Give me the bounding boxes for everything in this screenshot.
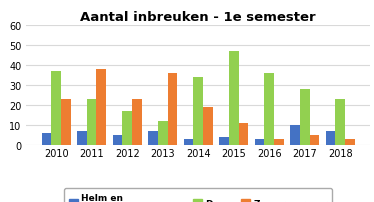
Bar: [132, 100, 142, 145]
Bar: [184, 139, 193, 145]
Bar: [229, 52, 239, 145]
Bar: [148, 132, 158, 145]
Bar: [42, 134, 51, 145]
Bar: [113, 136, 122, 145]
Bar: [345, 139, 355, 145]
Bar: [239, 124, 248, 145]
Bar: [219, 138, 229, 145]
Bar: [255, 139, 264, 145]
Title: Aantal inbreuken - 1e semester: Aantal inbreuken - 1e semester: [80, 11, 316, 24]
Bar: [96, 70, 106, 145]
Bar: [326, 132, 335, 145]
Bar: [122, 112, 132, 145]
Bar: [335, 100, 345, 145]
Bar: [61, 100, 71, 145]
Bar: [158, 122, 168, 145]
Bar: [274, 139, 283, 145]
Bar: [290, 126, 300, 145]
Bar: [77, 132, 87, 145]
Bar: [264, 74, 274, 145]
Bar: [193, 78, 203, 145]
Bar: [310, 136, 319, 145]
Bar: [51, 72, 61, 145]
Legend: Helm en
beschermende kledij, Drugs, Zwaar vervoer: Helm en beschermende kledij, Drugs, Zwaa…: [64, 188, 332, 202]
Bar: [168, 74, 177, 145]
Bar: [300, 90, 310, 145]
Bar: [87, 100, 96, 145]
Bar: [203, 108, 212, 145]
